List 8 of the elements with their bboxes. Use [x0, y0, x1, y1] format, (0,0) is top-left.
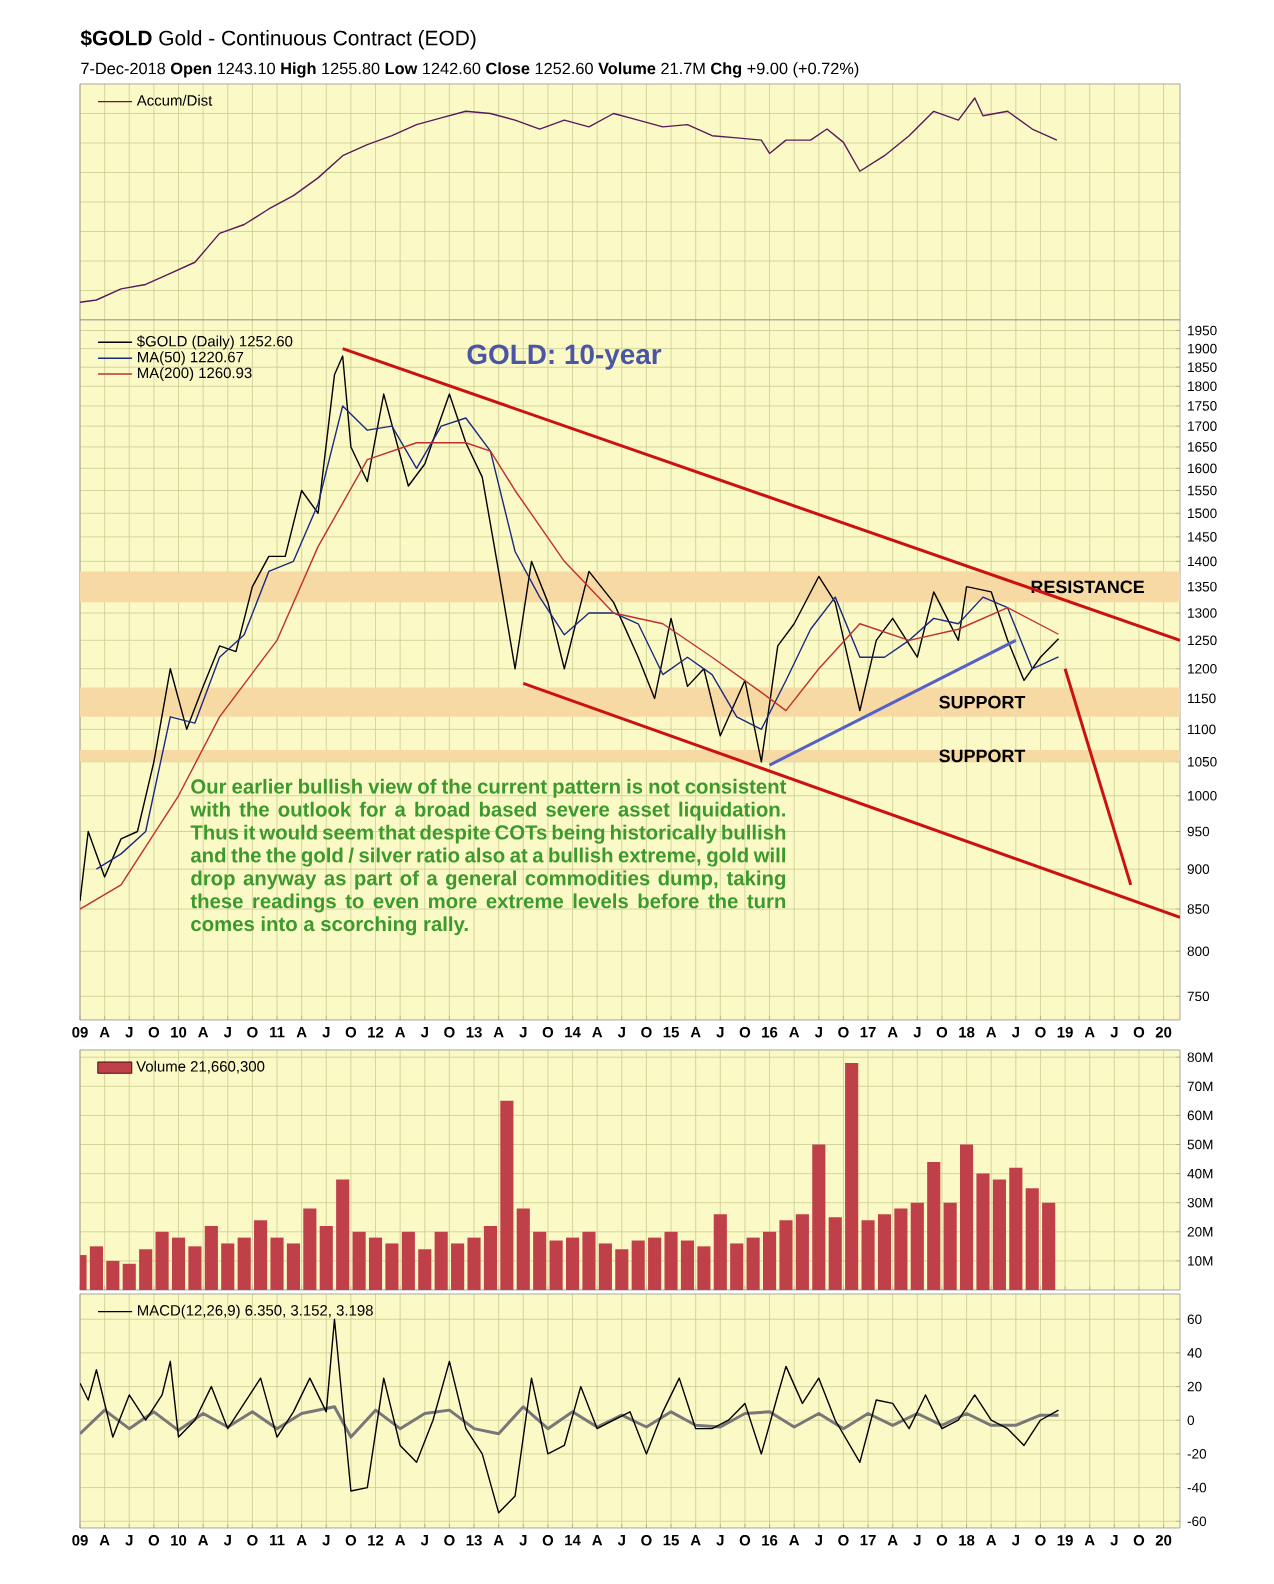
band-label: SUPPORT — [939, 749, 1026, 763]
annotation: Our earlier bullish view of the current pattern is not consistent with the outlook for a broad based severe asset liquidation. Thus it would seem that despite COTs being historically bullish and the the gold / silver ratio also at a bullish extreme, gold will drop anyway as part of a general commodities dump, taking these readings to even more extreme levels before the turn comes into a scorching rally. — [190, 778, 787, 936]
band-label: RESISTANCE — [1031, 580, 1145, 594]
text: 7-Dec-2018 Open 1243.10 High 1255.80 Low 1242.60 Close 1252.60 Volume 21.7M Chg +9.00 (+0.72%) — [81, 62, 859, 78]
chart-title: $GOLD Gold - Continuous Contract (EOD) — [80, 29, 476, 50]
band-label: SUPPORT — [939, 695, 1026, 709]
annotation: GOLD: 10-year — [467, 344, 662, 370]
line-series — [80, 1405, 1060, 1439]
